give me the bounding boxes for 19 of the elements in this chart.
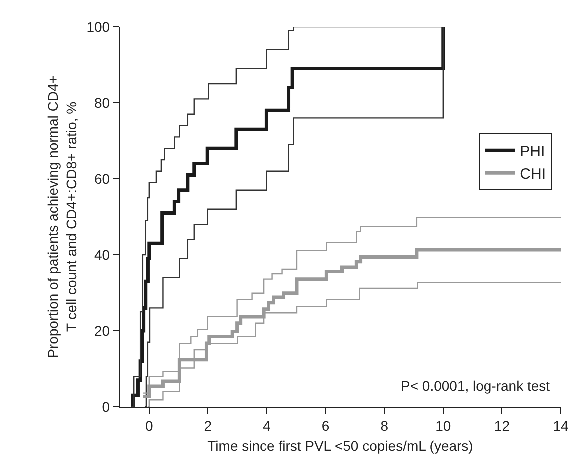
x-tick-label: 12 [494, 418, 510, 434]
y-tick-label: 0 [102, 398, 110, 415]
x-axis-title: Time since first PVL <50 copies/mL (years) [208, 438, 474, 454]
y-tick-label: 20 [94, 322, 110, 339]
legend-label: CHI [520, 166, 546, 183]
x-tick-label: 8 [380, 418, 389, 434]
x-tick-label: 10 [436, 418, 452, 434]
legend-label: PHI [520, 144, 546, 160]
x-tick-label: 4 [263, 418, 272, 434]
y-tick-label: 40 [94, 246, 110, 263]
y-tick-label: 100 [86, 18, 110, 35]
x-tick-label: 2 [204, 418, 212, 434]
x-tick-label: 6 [322, 418, 330, 434]
x-tick-label: 0 [146, 418, 154, 434]
y-tick-label: 60 [94, 170, 110, 187]
annotation: P< 0.0001, log-rank test [401, 378, 550, 394]
y-axis-title: Proportion of patients achieving normal CD4+ T cell count and CD4+:CD8+ ratio, % [45, 76, 80, 358]
y-tick-label: 80 [94, 94, 110, 111]
x-tick-label: 14 [553, 418, 569, 434]
